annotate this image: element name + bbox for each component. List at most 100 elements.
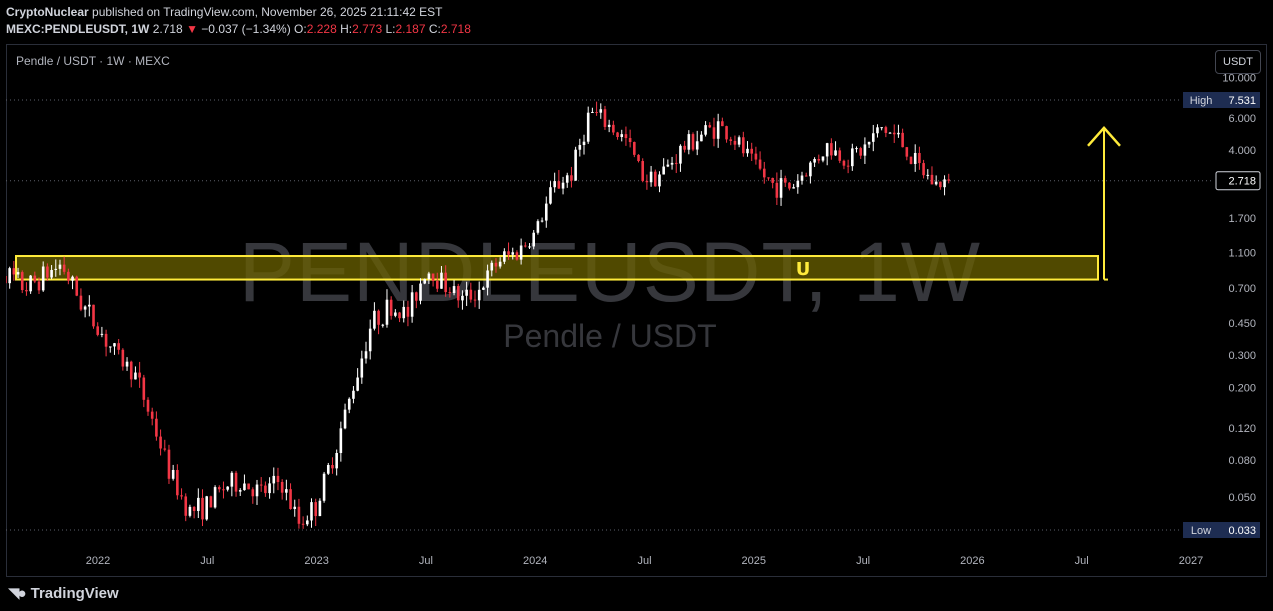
candle-body — [742, 137, 745, 154]
open-value: 2.228 — [306, 22, 337, 36]
candle-body — [347, 398, 351, 410]
tradingview-logo[interactable]: ◥● TradingView — [8, 584, 119, 602]
candle-body — [339, 428, 343, 453]
currency-button[interactable]: USDT — [1215, 50, 1261, 74]
candle-body — [813, 159, 816, 163]
candle-body — [138, 372, 141, 378]
candle-body — [301, 523, 305, 525]
candle-body — [394, 312, 397, 316]
candle-body — [570, 175, 573, 181]
candle-body — [268, 483, 271, 494]
candle-body — [767, 177, 770, 179]
candle-body — [851, 148, 854, 167]
candle-body — [368, 328, 372, 352]
candle-body — [381, 324, 385, 326]
x-tick-label: 2025 — [742, 555, 766, 567]
candle-body — [503, 251, 506, 262]
candle-body — [297, 506, 301, 524]
candle-body — [578, 145, 582, 150]
y-tick-label: 4.000 — [1228, 145, 1256, 157]
candle-body — [704, 125, 707, 135]
last-price: 2.718 — [152, 22, 183, 36]
low-value: 2.187 — [395, 22, 426, 36]
high-value: 2.773 — [352, 22, 383, 36]
candle-body — [582, 141, 586, 146]
candle-body — [612, 124, 615, 133]
candle-body — [746, 148, 749, 154]
candle-body — [691, 134, 695, 150]
candle-body — [16, 272, 20, 275]
publish-line: CryptoNuclear published on TradingView.c… — [6, 5, 442, 19]
last-price-tag — [1215, 171, 1261, 191]
candle-body — [326, 465, 330, 474]
candle-body — [100, 333, 104, 335]
candle-body — [452, 286, 456, 294]
candle-body — [708, 125, 712, 128]
x-tick-label: 2022 — [86, 555, 110, 567]
symbol-name: MEXC:PENDLEUSDT, 1W — [6, 22, 150, 36]
candle-body — [528, 246, 531, 248]
candle-body — [12, 268, 16, 275]
author-name[interactable]: CryptoNuclear — [6, 5, 89, 19]
candle-body — [540, 220, 544, 222]
candle-body — [716, 121, 720, 139]
candle-body — [922, 163, 925, 176]
candle-body — [54, 268, 58, 270]
candle-body — [876, 127, 879, 134]
candle-body — [549, 187, 552, 204]
candle-body — [901, 132, 904, 148]
x-tick-label: Jul — [200, 555, 214, 567]
candle-body — [456, 286, 460, 301]
price-chart[interactable]: ᑌ 10.000 6.000 4.000 1.700 1.100 0.700 0.450 0.3… — [6, 44, 1267, 577]
candle-body — [88, 304, 91, 307]
published-text: published on TradingView.com, November 2… — [92, 5, 443, 19]
candle-body — [809, 162, 812, 177]
candle-body — [511, 252, 515, 255]
candle-body — [482, 287, 485, 290]
high-value-label: 7.531 — [1228, 95, 1256, 107]
candle-body — [259, 484, 263, 486]
legend-title: Pendle / USDT · 1W · MEXC — [16, 54, 170, 68]
candle-body — [33, 275, 37, 282]
candle-body — [6, 275, 7, 284]
candle-body — [79, 295, 83, 310]
candle-body — [800, 175, 804, 181]
candle-body — [335, 452, 338, 469]
candle-body — [645, 180, 649, 183]
candle-body — [507, 251, 510, 255]
candle-body — [939, 181, 942, 188]
candle-body — [863, 144, 867, 156]
candle-body — [846, 165, 850, 167]
candle-body — [561, 182, 565, 189]
candle-body — [410, 292, 414, 317]
candle-body — [205, 496, 209, 520]
candle-body — [201, 497, 204, 520]
close-value: 2.718 — [440, 22, 471, 36]
candle-body — [41, 266, 45, 291]
candle-body — [670, 162, 674, 165]
candle-body — [373, 310, 376, 329]
y-tick-label: 1.100 — [1228, 247, 1256, 259]
candle-body — [285, 489, 288, 493]
candle-body — [473, 299, 477, 301]
candle-body — [771, 177, 774, 183]
candle-body — [918, 152, 921, 164]
candle-body — [687, 134, 691, 150]
candle-body — [821, 156, 825, 161]
candle-body — [834, 150, 837, 156]
candle-body — [247, 483, 250, 490]
chart-header: CryptoNuclear published on TradingView.c… — [0, 0, 1273, 44]
candle-body — [913, 152, 917, 164]
candle-body — [683, 145, 686, 150]
candle-body — [343, 409, 347, 429]
candle-body — [134, 372, 137, 380]
candle-body — [842, 160, 846, 166]
candle-body — [624, 134, 628, 139]
candle-body — [197, 497, 200, 511]
y-tick-label: 10.000 — [1222, 73, 1256, 85]
candle-body — [544, 203, 548, 221]
candle-body — [20, 272, 24, 291]
candle-body — [725, 126, 728, 140]
candle-body — [591, 112, 594, 114]
candle-body — [230, 472, 234, 487]
